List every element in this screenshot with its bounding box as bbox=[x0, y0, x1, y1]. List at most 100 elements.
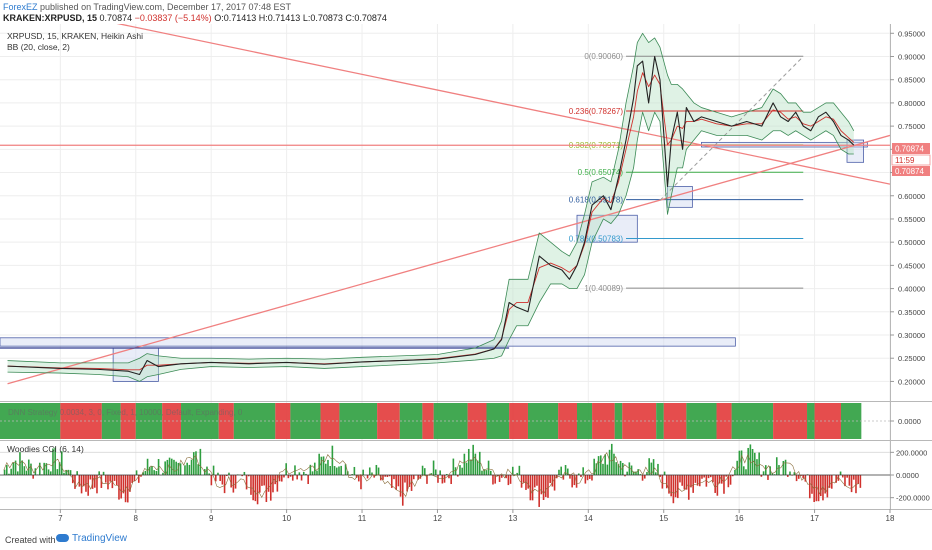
chart-area[interactable]: 0(0.90060)0.236(0.78267)0.382(0.70971)0.… bbox=[0, 24, 932, 530]
ohlc-readout: KRAKEN:XRPUSD, 15 0.70874 −0.03837 (−5.1… bbox=[3, 13, 387, 23]
rectangle-drawing[interactable] bbox=[0, 337, 736, 347]
bb-legend[interactable]: BB (20, close, 2) bbox=[7, 42, 70, 52]
cci-histogram-bar bbox=[672, 475, 675, 504]
cci-histogram-bar bbox=[333, 466, 336, 475]
strategy-axis[interactable]: 0.0000 bbox=[890, 417, 921, 426]
price-tick-label: 0.60000 bbox=[898, 192, 925, 201]
cci-histogram-bar bbox=[624, 475, 626, 477]
cci-histogram-bar bbox=[489, 470, 492, 475]
cci-histogram-bar bbox=[122, 475, 125, 494]
time-axis[interactable]: 7 8 9 10 11 12 13 14 15 16 17 18 bbox=[58, 509, 895, 523]
cci-histogram-bar bbox=[177, 462, 180, 475]
time-tick-label: 15 bbox=[659, 514, 668, 523]
cci-histogram-bar bbox=[760, 475, 763, 477]
cci-histogram-bar bbox=[164, 461, 166, 475]
cci-histogram-bar bbox=[553, 475, 556, 491]
chart-header: ForexEZ published on TradingView.com, De… bbox=[0, 0, 932, 24]
cci-histogram-bar bbox=[74, 475, 76, 489]
cci-histogram-bar bbox=[811, 475, 813, 494]
cci-histogram-bar bbox=[758, 452, 760, 475]
strategy-segment bbox=[275, 403, 291, 439]
fib-level-label: 0.786(0.50783) bbox=[569, 235, 624, 244]
strategy-segment bbox=[663, 403, 687, 439]
cci-histogram-bar bbox=[309, 464, 312, 475]
cci-histogram-bar bbox=[628, 462, 631, 475]
cci-histogram-bar bbox=[701, 475, 703, 479]
cci-histogram-bar bbox=[129, 475, 131, 492]
tradingview-logo[interactable]: TradingView bbox=[56, 533, 127, 544]
cci-histogram-bar bbox=[241, 475, 243, 477]
author-link[interactable]: ForexEZ bbox=[3, 2, 38, 12]
cci-histogram-bar bbox=[742, 466, 745, 475]
cci-histogram-bar bbox=[632, 471, 635, 475]
cci-histogram-bar bbox=[320, 456, 323, 475]
fibonacci-retracement[interactable]: 0(0.90060)0.236(0.78267)0.382(0.70971)0.… bbox=[569, 52, 804, 293]
cci-histogram-bar bbox=[21, 460, 23, 475]
cci-histogram-bar bbox=[60, 451, 63, 475]
cci-histogram-bar bbox=[291, 475, 294, 481]
cci-histogram-bar bbox=[454, 467, 457, 475]
cci-histogram-bar bbox=[540, 475, 543, 495]
cci-histogram-bar bbox=[296, 475, 298, 480]
cci-histogram-bar bbox=[175, 461, 177, 475]
cci-histogram-bar bbox=[232, 475, 235, 493]
trend-line[interactable] bbox=[659, 56, 804, 201]
cci-histogram-bar bbox=[852, 475, 855, 480]
strategy-segment bbox=[162, 403, 182, 439]
price-tick-label: 0.45000 bbox=[898, 261, 925, 270]
cci-histogram-bar bbox=[703, 475, 705, 478]
cci-histogram-bar bbox=[494, 475, 496, 484]
cci-histogram-bar bbox=[566, 468, 569, 475]
trend-lines[interactable] bbox=[0, 24, 890, 385]
cci-histogram-bar bbox=[599, 455, 602, 475]
cci-histogram-bar bbox=[802, 475, 804, 479]
cci-histogram-bar bbox=[452, 458, 455, 475]
cci-histogram-bar bbox=[577, 473, 580, 475]
cci-histogram-bar bbox=[168, 457, 171, 475]
fib-level-label: 0.236(0.78267) bbox=[569, 107, 624, 116]
price-axis[interactable]: 0.950000.900000.850000.800000.750000.700… bbox=[890, 29, 925, 386]
series-legend[interactable]: XRPUSD, 15, KRAKEN, Heikin Ashi bbox=[7, 31, 143, 41]
strategy-segment bbox=[399, 403, 423, 439]
cci-axis[interactable]: 200.0000 0.0000 -200.0000 bbox=[890, 448, 930, 503]
cci-histogram-bar bbox=[571, 475, 573, 488]
cci-histogram-bar bbox=[54, 447, 56, 475]
trend-line[interactable] bbox=[53, 24, 890, 185]
cci-histogram-bar bbox=[582, 467, 584, 475]
cci-histogram-bar bbox=[324, 463, 327, 475]
cci-histogram-bar bbox=[93, 475, 96, 488]
cci-histogram-bar bbox=[417, 475, 419, 480]
cci-histogram-bar bbox=[520, 475, 523, 488]
cci-histogram-bar bbox=[507, 475, 510, 486]
low-value: L:0.70873 bbox=[302, 13, 343, 23]
cci-histogram-bar bbox=[8, 473, 10, 475]
strategy-tick-label: 0.0000 bbox=[898, 417, 921, 426]
strategy-legend[interactable]: DNN Strategy 0.0034, 3, 0, Fixed, 1, 100… bbox=[8, 408, 243, 417]
cci-histogram-bar bbox=[212, 465, 215, 475]
cci-histogram-bar bbox=[485, 470, 488, 475]
rectangle-drawing[interactable] bbox=[667, 186, 693, 208]
cci-tick-label: -200.0000 bbox=[896, 494, 930, 503]
trend-line[interactable] bbox=[7, 134, 890, 385]
drawing-boxes[interactable] bbox=[0, 139, 868, 382]
cci-histogram-bar bbox=[443, 475, 446, 483]
cci-histogram-bar bbox=[844, 475, 846, 487]
cci-histogram-bar bbox=[49, 471, 52, 475]
cci-histogram-bar bbox=[263, 475, 265, 486]
cci-histogram-bar bbox=[65, 469, 67, 475]
cci-histogram-bar bbox=[558, 469, 560, 475]
cci-histogram-bar bbox=[648, 458, 650, 475]
cci-histogram-bar bbox=[793, 472, 796, 475]
cci-legend[interactable]: Woodies CCI (6, 14) bbox=[7, 444, 84, 454]
time-tick-label: 13 bbox=[508, 514, 517, 523]
cci-histogram-bar bbox=[749, 444, 752, 475]
cci-histogram-bar bbox=[586, 475, 589, 481]
footer: Created with TradingView bbox=[0, 530, 932, 550]
cci-histogram-bar bbox=[800, 475, 802, 476]
cci-histogram-bar bbox=[395, 475, 397, 490]
cci-histogram-bar bbox=[302, 471, 305, 475]
cci-histogram-bar bbox=[518, 465, 521, 475]
cci-histogram-bar bbox=[340, 465, 342, 475]
cci-histogram-bar bbox=[661, 475, 664, 489]
price-tick-label: 0.55000 bbox=[898, 215, 925, 224]
